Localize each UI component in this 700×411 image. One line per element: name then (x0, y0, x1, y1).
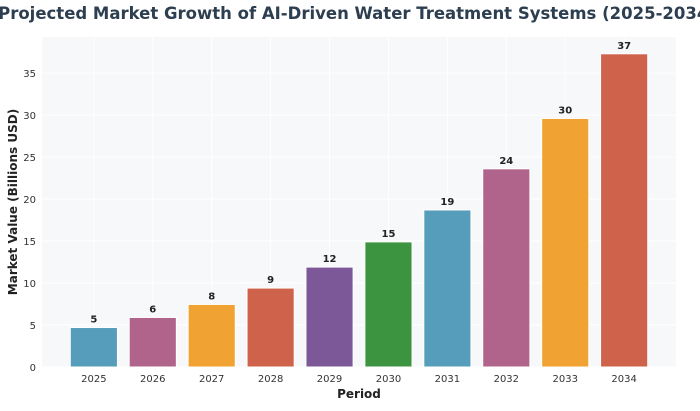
bar (482, 168, 531, 368)
x-tick-label: 2027 (199, 374, 224, 385)
x-tick-label: 2034 (611, 374, 636, 385)
data-label: 19 (440, 197, 454, 208)
data-label: 30 (558, 105, 572, 116)
y-tick-label: 5 (30, 321, 36, 332)
bars: 5 6 8 9 12 15 19 24 30 37 (69, 41, 649, 368)
x-tick-label: 2033 (553, 374, 578, 385)
data-label: 9 (267, 275, 274, 286)
data-label: 8 (208, 291, 215, 302)
y-axis-label: Market Value (Billions USD) (6, 109, 20, 295)
x-tick-label: 2025 (81, 374, 106, 385)
x-tick-label: 2029 (317, 374, 342, 385)
chart-title: Projected Market Growth of AI-Driven Wat… (0, 4, 700, 23)
x-tick-label: 2031 (435, 374, 460, 385)
data-label: 12 (323, 254, 337, 265)
bar (541, 117, 590, 368)
bar (423, 209, 472, 368)
data-label: 15 (382, 229, 396, 240)
bar (69, 327, 118, 368)
data-label: 24 (499, 156, 513, 167)
x-tick-label: 2030 (376, 374, 401, 385)
y-tick-label: 25 (23, 153, 36, 164)
data-label: 5 (90, 315, 97, 326)
y-tick-label: 30 (23, 111, 36, 122)
y-tick-label: 0 (30, 363, 36, 374)
y-tick-label: 10 (23, 279, 36, 290)
data-label: 6 (149, 304, 156, 315)
x-tick-label: 2028 (258, 374, 283, 385)
bar (364, 241, 413, 368)
x-axis-label: Period (337, 387, 381, 401)
bar (187, 303, 236, 368)
x-axis-ticks: 2025 2026 2027 2028 2029 2030 2031 2032 2033 2034 (81, 374, 637, 385)
bar (600, 53, 649, 368)
x-tick-label: 2026 (140, 374, 165, 385)
bar (128, 316, 177, 368)
bar (246, 287, 295, 368)
y-tick-label: 15 (23, 237, 36, 248)
data-label: 37 (617, 41, 631, 52)
y-tick-label: 35 (23, 69, 36, 80)
y-axis-ticks: 0 5 10 15 20 25 30 35 (23, 69, 36, 374)
bar (305, 266, 354, 368)
y-tick-label: 20 (23, 195, 36, 206)
x-tick-label: 2032 (494, 374, 519, 385)
